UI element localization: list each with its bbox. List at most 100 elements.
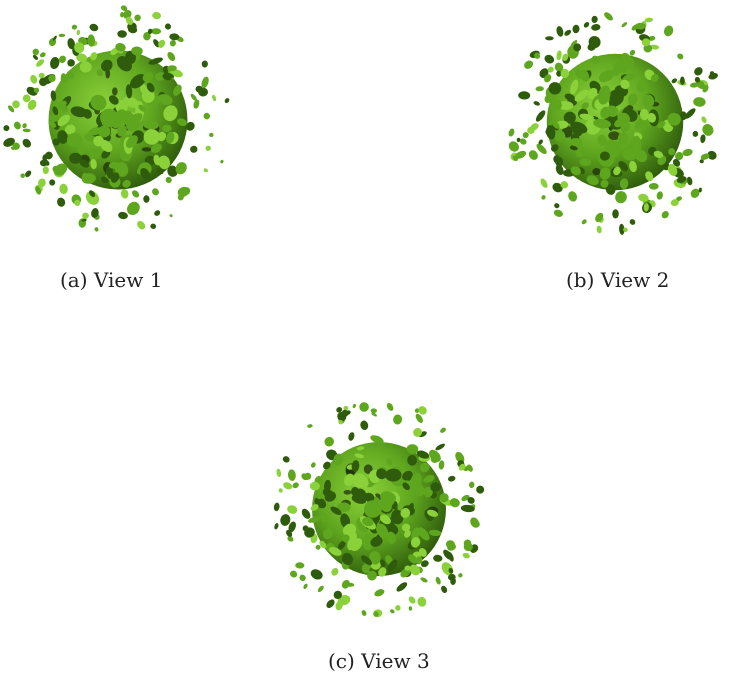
particle-blob <box>379 498 392 513</box>
particle-blob <box>151 28 162 35</box>
particle-blob <box>90 158 97 170</box>
particle-blob <box>599 151 610 161</box>
particle-blob <box>25 170 32 178</box>
particle-blob <box>278 488 283 493</box>
particle-blob <box>551 144 559 152</box>
particle-blob <box>406 444 419 455</box>
particle-blob <box>155 72 166 81</box>
particle-blob <box>315 544 321 550</box>
particle-blob <box>148 57 163 65</box>
particle-blob <box>319 540 327 549</box>
particle-blob <box>341 409 349 417</box>
particle-blob <box>575 147 585 158</box>
particle-blob <box>13 121 21 130</box>
particle-blob <box>89 23 99 32</box>
particle-blob <box>638 193 649 202</box>
particle-blob <box>519 138 527 145</box>
particle-blob <box>462 552 470 559</box>
particle-blob <box>94 227 99 232</box>
particle-blob <box>290 570 298 578</box>
particle-blob <box>516 137 521 142</box>
particle-blob <box>668 148 676 156</box>
particle-render-view-2 <box>508 12 719 235</box>
particle-blob <box>42 154 48 163</box>
particle-blob <box>203 168 208 173</box>
particle-blob <box>130 74 146 89</box>
particle-blob <box>556 50 562 61</box>
particle-blob <box>378 567 387 577</box>
particle-blob <box>122 179 131 188</box>
particle-blob <box>224 98 230 104</box>
particle-blob <box>570 121 588 134</box>
particle-cavity <box>112 87 118 96</box>
particle-blob <box>581 102 590 110</box>
particle-blob <box>701 116 707 123</box>
particle-blob <box>612 209 619 219</box>
particle-blob <box>115 43 126 52</box>
particle-blob <box>408 606 413 611</box>
particle-blob <box>36 59 45 67</box>
particle-blob <box>350 486 360 497</box>
particle-blob <box>698 187 702 193</box>
particle-blob <box>393 414 403 425</box>
particle-blob <box>423 474 435 483</box>
particle-blob <box>570 40 578 48</box>
particle-blob <box>544 74 552 83</box>
particle-blob <box>395 605 401 611</box>
particle-blob <box>410 536 421 548</box>
particle-blob <box>287 469 296 481</box>
particle-blob <box>90 52 98 61</box>
particle-blob <box>562 53 569 61</box>
figure-panel-a: (a) View 1 <box>0 0 240 300</box>
particle-blob <box>164 23 172 30</box>
particle-blob <box>70 106 88 118</box>
particle-blob <box>137 220 146 230</box>
particle-blob <box>177 186 189 197</box>
particle-blob <box>152 188 159 196</box>
particle-blob <box>81 172 89 184</box>
particle-blob <box>386 531 397 544</box>
particle-blob <box>308 516 321 523</box>
particle-blob <box>49 114 60 122</box>
particle-blob <box>323 461 331 470</box>
particle-blob <box>573 43 582 52</box>
particle-blob <box>544 54 555 64</box>
particle-blob <box>686 176 693 186</box>
particle-blob <box>534 52 541 59</box>
particle-blob <box>463 539 472 548</box>
particle-blob <box>10 146 15 150</box>
particle-cavity <box>363 464 373 474</box>
particle-blob <box>385 468 402 482</box>
particle-blob <box>700 153 710 160</box>
particle-blob <box>427 509 438 517</box>
particle-blob <box>185 121 195 131</box>
particle-blob <box>648 35 656 41</box>
particle-blob <box>203 112 211 120</box>
particle-blob <box>134 14 141 22</box>
particle-blob <box>607 91 624 107</box>
particle-blob <box>337 502 351 513</box>
particle-blob <box>163 105 178 122</box>
particle-blob <box>533 101 540 106</box>
particle-blob <box>201 76 209 89</box>
particle-blob <box>554 203 560 209</box>
particle-blob <box>656 191 663 200</box>
particle-blob <box>287 536 294 542</box>
particle-blob <box>557 100 574 111</box>
particle-blob <box>364 492 375 503</box>
particle-blob <box>709 71 715 76</box>
particle-blob <box>428 529 442 537</box>
particle-blob <box>32 54 39 60</box>
particle-blob <box>554 130 566 142</box>
particle-blob <box>193 99 200 109</box>
particle-blob <box>613 166 621 176</box>
particle-blob <box>52 106 59 116</box>
particle-blob <box>287 505 298 514</box>
particle-blob <box>572 24 580 34</box>
particle-blob <box>564 93 575 101</box>
particle-blob <box>636 82 646 92</box>
particle-blob <box>581 219 587 225</box>
particle-blob <box>642 94 655 108</box>
particle-blob <box>82 212 89 220</box>
particle-blob <box>617 112 630 126</box>
